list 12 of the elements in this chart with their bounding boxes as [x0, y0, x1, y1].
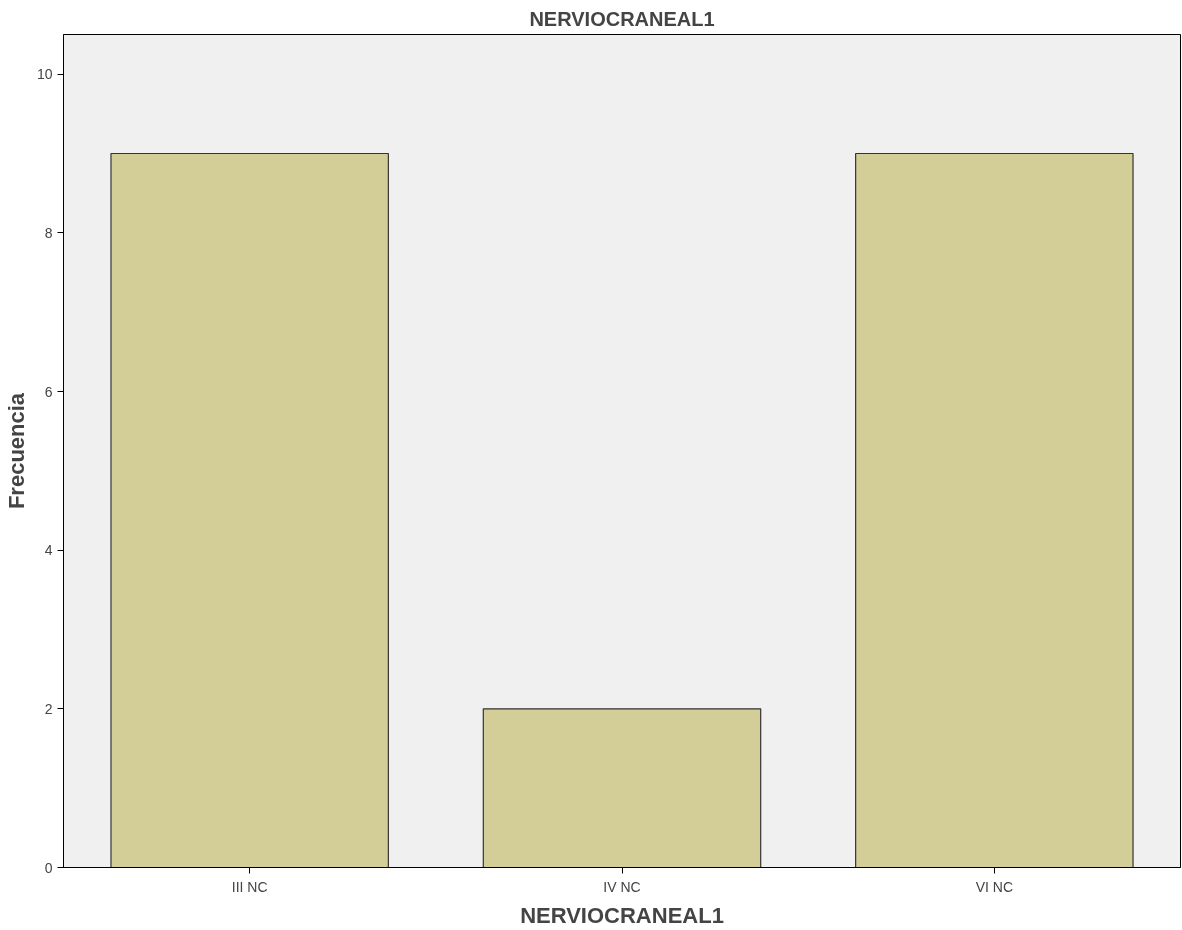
- y-tick-label: 10: [36, 66, 53, 83]
- x-tick-label: III NC: [231, 878, 268, 895]
- y-tick-label: 2: [44, 700, 53, 717]
- y-tick-label: 8: [44, 224, 53, 241]
- y-tick-label: 0: [44, 859, 53, 876]
- chart-title: NERVIOCRANEAL1: [529, 7, 715, 30]
- x-axis-title: NERVIOCRANEAL1: [520, 902, 724, 928]
- x-tick-label: VI NC: [975, 878, 1014, 895]
- y-tick-label: 4: [44, 542, 53, 559]
- x-tick-label: IV NC: [603, 878, 641, 895]
- y-axis-title: Frecuencia: [3, 392, 29, 510]
- y-tick-label: 6: [44, 383, 53, 400]
